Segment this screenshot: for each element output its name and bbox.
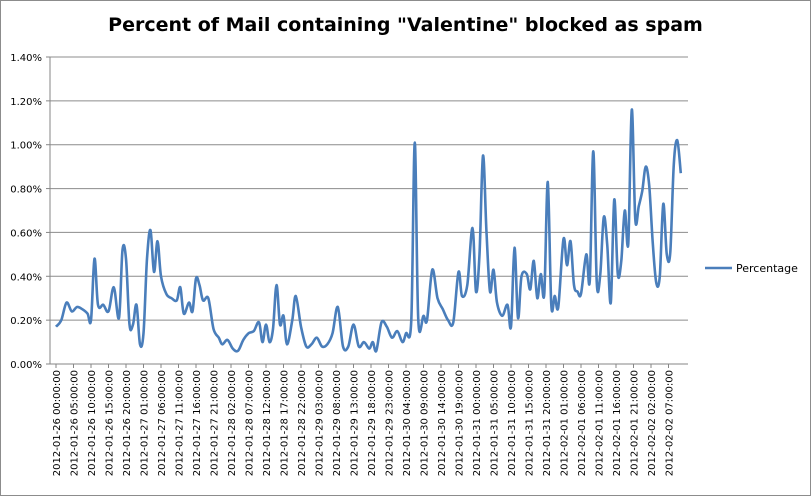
y-tick-label: 1.00% bbox=[10, 141, 42, 152]
x-tick-label: 2012-01-28 02:00:00 bbox=[227, 370, 238, 476]
y-tick-label: 0.00% bbox=[10, 360, 42, 371]
chart-title: Percent of Mail containing "Valentine" b… bbox=[108, 14, 703, 36]
x-tick-label: 2012-01-31 10:00:00 bbox=[507, 370, 518, 476]
x-tick-label: 2012-02-01 11:00:00 bbox=[595, 370, 606, 476]
x-tick-label: 2012-01-27 11:00:00 bbox=[175, 370, 186, 476]
y-tick-label: 1.40% bbox=[10, 53, 42, 64]
x-tick-label: 2012-01-26 05:00:00 bbox=[70, 370, 81, 476]
x-tick-label: 2012-02-01 01:00:00 bbox=[560, 370, 571, 476]
x-tick-label: 2012-01-27 21:00:00 bbox=[210, 370, 221, 476]
x-tick-label: 2012-01-31 20:00:00 bbox=[542, 370, 553, 476]
x-tick-label: 2012-01-28 17:00:00 bbox=[280, 370, 291, 476]
x-tick-label: 2012-01-30 09:00:00 bbox=[420, 370, 431, 476]
x-tick-label: 2012-01-31 05:00:00 bbox=[490, 370, 501, 476]
x-tick-label: 2012-02-01 21:00:00 bbox=[630, 370, 641, 476]
x-tick-label: 2012-01-29 18:00:00 bbox=[367, 370, 378, 476]
x-tick-label: 2012-01-30 04:00:00 bbox=[402, 370, 413, 476]
x-tick-label: 2012-02-02 02:00:00 bbox=[647, 370, 658, 476]
legend: Percentage bbox=[705, 262, 798, 275]
series-line-percentage bbox=[54, 108, 683, 353]
x-tick-label: 2012-01-27 01:00:00 bbox=[140, 370, 151, 476]
y-tick-label: 0.80% bbox=[10, 185, 42, 196]
x-tick-label: 2012-01-27 16:00:00 bbox=[192, 370, 203, 476]
legend-label: Percentage bbox=[736, 262, 798, 275]
x-tick-label: 2012-01-28 07:00:00 bbox=[245, 370, 256, 476]
x-tick-label: 2012-01-31 15:00:00 bbox=[525, 370, 536, 476]
x-tick-label: 2012-02-01 16:00:00 bbox=[612, 370, 623, 476]
gridlines bbox=[49, 56, 688, 365]
x-tick-label: 2012-01-28 12:00:00 bbox=[262, 370, 273, 476]
x-tick-label: 2012-01-27 06:00:00 bbox=[157, 370, 168, 476]
x-tick-label: 2012-01-28 22:00:00 bbox=[297, 370, 308, 476]
y-tick-label: 0.20% bbox=[10, 316, 42, 327]
x-tick-label: 2012-01-30 14:00:00 bbox=[437, 370, 448, 476]
x-tick-label: 2012-01-31 00:00:00 bbox=[472, 370, 483, 476]
x-tick-label: 2012-01-29 08:00:00 bbox=[332, 370, 343, 476]
x-tick-label: 2012-01-29 23:00:00 bbox=[385, 370, 396, 476]
series-layer bbox=[54, 108, 683, 353]
y-axis-ticks: 0.00% 0.20% 0.40% 0.60% 0.80% 1.00% 1.20% 1.40% bbox=[10, 53, 50, 371]
x-axis-ticks: 2012-01-26 00:00:00 2012-01-26 05:00:00 20… bbox=[52, 364, 676, 476]
x-tick-label: 2012-02-02 07:00:00 bbox=[665, 370, 676, 476]
x-tick-label: 2012-01-26 10:00:00 bbox=[87, 370, 98, 476]
x-tick-label: 2012-01-26 15:00:00 bbox=[105, 370, 116, 476]
x-tick-label: 2012-01-26 00:00:00 bbox=[52, 370, 63, 476]
x-tick-label: 2012-02-01 06:00:00 bbox=[577, 370, 588, 476]
x-tick-label: 2012-01-29 03:00:00 bbox=[315, 370, 326, 476]
x-tick-label: 2012-01-29 13:00:00 bbox=[350, 370, 361, 476]
x-tick-label: 2012-01-30 19:00:00 bbox=[455, 370, 466, 476]
y-tick-label: 0.60% bbox=[10, 228, 42, 239]
y-tick-label: 0.40% bbox=[10, 272, 42, 283]
y-tick-label: 1.20% bbox=[10, 97, 42, 108]
x-tick-label: 2012-01-26 20:00:00 bbox=[122, 370, 133, 476]
